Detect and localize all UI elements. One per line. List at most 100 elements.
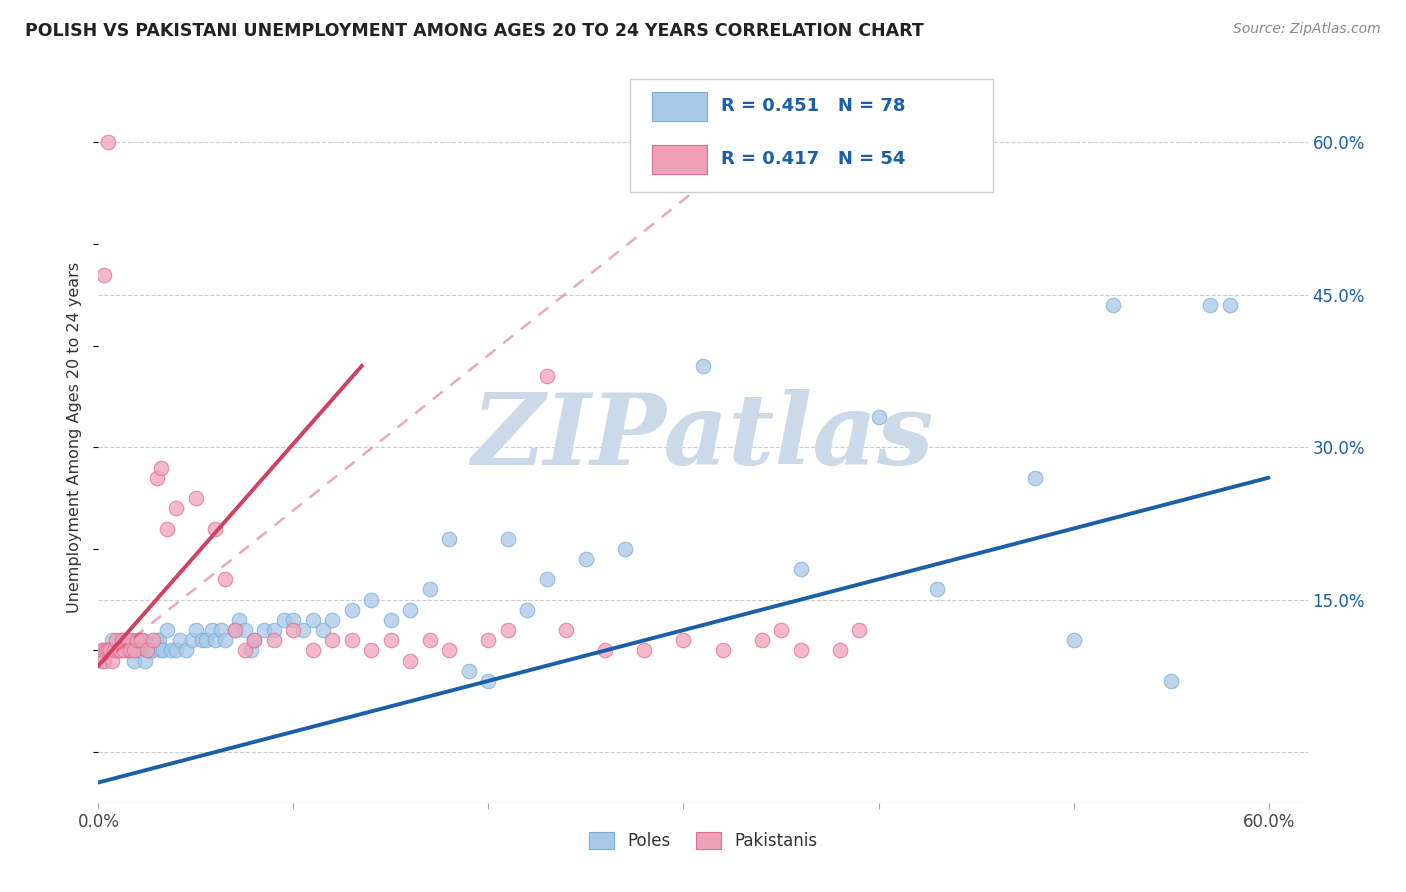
Text: R = 0.417   N = 54: R = 0.417 N = 54	[721, 150, 905, 168]
Point	[321, 633, 343, 648]
Point	[302, 613, 325, 627]
Point	[380, 633, 402, 648]
Point	[340, 603, 363, 617]
Point	[477, 673, 499, 688]
Point	[283, 613, 305, 627]
Point	[711, 643, 734, 657]
Bar	[652, 92, 707, 121]
Point	[98, 643, 121, 657]
Legend: Poles, Pakistanis: Poles, Pakistanis	[582, 825, 824, 856]
Point	[751, 633, 773, 648]
Point	[200, 623, 222, 637]
Point	[107, 643, 129, 657]
Point	[848, 623, 870, 637]
Point	[496, 623, 519, 637]
Point	[595, 643, 617, 657]
Point	[93, 654, 115, 668]
Point	[108, 643, 131, 657]
Point	[103, 643, 125, 657]
Point	[555, 623, 578, 637]
Point	[536, 369, 558, 384]
Point	[614, 541, 637, 556]
Point	[93, 268, 115, 282]
Point	[496, 532, 519, 546]
Point	[181, 633, 204, 648]
Point	[93, 643, 115, 657]
Point	[228, 613, 250, 627]
Point	[439, 532, 461, 546]
Point	[165, 643, 187, 657]
Point	[1160, 673, 1182, 688]
Point	[97, 643, 120, 657]
Point	[169, 633, 191, 648]
Point	[419, 582, 441, 597]
Point	[340, 633, 363, 648]
Point	[214, 572, 236, 586]
Point	[399, 603, 422, 617]
FancyBboxPatch shape	[630, 78, 993, 192]
Text: R = 0.451   N = 78: R = 0.451 N = 78	[721, 97, 905, 115]
Point	[214, 633, 236, 648]
Point	[789, 643, 811, 657]
Point	[104, 633, 127, 648]
Point	[152, 643, 174, 657]
Point	[117, 633, 139, 648]
Point	[925, 582, 948, 597]
Point	[263, 633, 285, 648]
Point	[536, 572, 558, 586]
Point	[439, 643, 461, 657]
Point	[321, 613, 343, 627]
Point	[204, 521, 226, 535]
Point	[121, 633, 143, 648]
Point	[828, 643, 851, 657]
Point	[243, 633, 266, 648]
Point	[91, 654, 114, 668]
Point	[124, 643, 146, 657]
Point	[692, 359, 714, 373]
Point	[283, 623, 305, 637]
Point	[1101, 298, 1123, 312]
Point	[159, 643, 181, 657]
Point	[575, 552, 598, 566]
Point	[209, 623, 232, 637]
Point	[117, 633, 139, 648]
Point	[477, 633, 499, 648]
Point	[146, 471, 169, 485]
Point	[142, 643, 165, 657]
Point	[127, 633, 149, 648]
Point	[111, 633, 134, 648]
Point	[131, 643, 153, 657]
Point	[122, 654, 145, 668]
Point	[127, 643, 149, 657]
Point	[114, 643, 136, 657]
Point	[118, 643, 141, 657]
Point	[103, 643, 125, 657]
Point	[136, 643, 159, 657]
Point	[191, 633, 214, 648]
Point	[148, 633, 170, 648]
Point	[107, 643, 129, 657]
Point	[1063, 633, 1085, 648]
Point	[633, 643, 655, 657]
Point	[108, 643, 131, 657]
Point	[360, 592, 382, 607]
Point	[156, 623, 179, 637]
Point	[146, 633, 169, 648]
Point	[118, 643, 141, 657]
Point	[1024, 471, 1046, 485]
Point	[165, 501, 187, 516]
Point	[136, 643, 159, 657]
Text: ZIPatlas: ZIPatlas	[472, 389, 934, 485]
Point	[516, 603, 538, 617]
Text: POLISH VS PAKISTANI UNEMPLOYMENT AMONG AGES 20 TO 24 YEARS CORRELATION CHART: POLISH VS PAKISTANI UNEMPLOYMENT AMONG A…	[25, 22, 924, 40]
Point	[224, 623, 246, 637]
Point	[1219, 298, 1241, 312]
Point	[97, 643, 120, 657]
Point	[868, 409, 890, 424]
Point	[142, 633, 165, 648]
Point	[112, 643, 135, 657]
Point	[233, 623, 256, 637]
Point	[131, 633, 153, 648]
Point	[360, 643, 382, 657]
Point	[380, 613, 402, 627]
